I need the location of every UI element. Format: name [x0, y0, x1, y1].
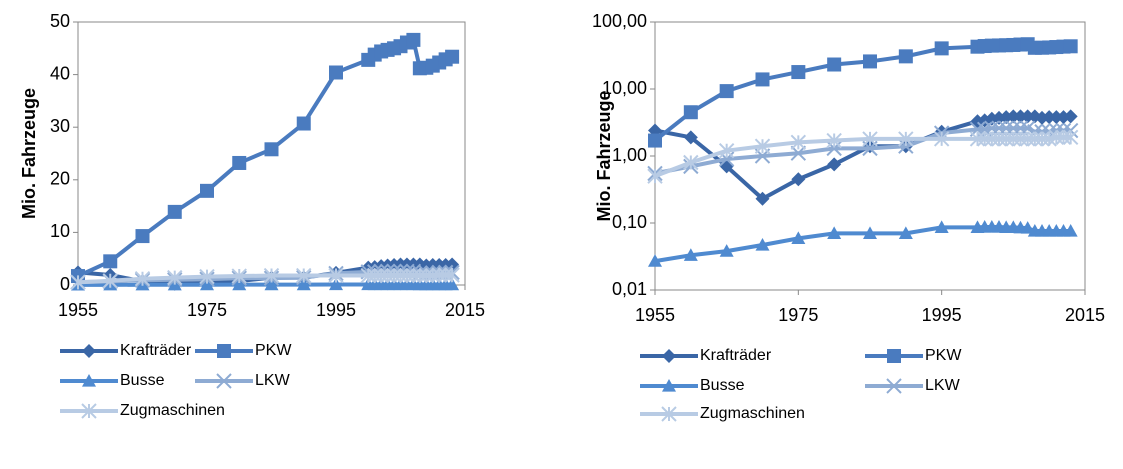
marker	[887, 349, 901, 363]
marker	[648, 134, 662, 148]
legend-label: Krafträder	[700, 347, 772, 364]
marker	[217, 344, 231, 358]
y-tick-label: 0,01	[612, 279, 647, 299]
legend-label: Zugmaschinen	[700, 405, 805, 422]
marker	[935, 41, 949, 55]
x-tick-label: 1995	[922, 305, 962, 325]
marker	[791, 65, 805, 79]
y-axis-title: Mio. Fahrzeuge	[594, 90, 614, 221]
marker	[720, 84, 734, 98]
marker	[684, 105, 698, 119]
series-line	[78, 40, 452, 276]
x-tick-label: 1955	[635, 305, 675, 325]
marker	[406, 33, 420, 47]
marker	[445, 50, 459, 64]
legend-label: PKW	[925, 347, 962, 364]
legend-label: PKW	[255, 342, 292, 359]
marker	[297, 117, 311, 131]
x-tick-label: 1975	[187, 300, 227, 320]
x-tick-label: 1975	[778, 305, 818, 325]
y-tick-label: 1,00	[612, 145, 647, 165]
y-tick-label: 0,10	[612, 212, 647, 232]
marker	[1064, 39, 1078, 53]
marker	[756, 72, 770, 86]
marker	[899, 49, 913, 63]
marker	[827, 157, 841, 171]
marker	[265, 142, 279, 156]
marker	[232, 156, 246, 170]
y-tick-label: 10	[50, 221, 70, 241]
y-tick-label: 50	[50, 11, 70, 31]
x-tick-label: 1995	[316, 300, 356, 320]
marker	[329, 65, 343, 79]
legend-label: LKW	[255, 372, 291, 389]
legend-label: Busse	[700, 377, 745, 394]
y-tick-label: 40	[50, 63, 70, 83]
y-tick-label: 30	[50, 116, 70, 136]
marker	[827, 58, 841, 72]
x-tick-label: 2015	[445, 300, 485, 320]
marker	[103, 254, 117, 268]
y-tick-label: 20	[50, 169, 70, 189]
marker	[662, 349, 676, 363]
marker	[200, 184, 214, 198]
legend-label: LKW	[925, 377, 961, 394]
marker	[168, 205, 182, 219]
x-tick-label: 2015	[1065, 305, 1105, 325]
legend-label: Busse	[120, 372, 165, 389]
y-axis-title: Mio. Fahrzeuge	[19, 88, 39, 219]
legend-label: Zugmaschinen	[120, 402, 225, 419]
x-tick-label: 1955	[58, 300, 98, 320]
legend-label: Krafträder	[120, 342, 192, 359]
marker	[863, 54, 877, 68]
y-tick-label: 0	[60, 274, 70, 294]
marker	[82, 344, 96, 358]
marker	[136, 229, 150, 243]
y-tick-label: 100,00	[592, 11, 647, 31]
